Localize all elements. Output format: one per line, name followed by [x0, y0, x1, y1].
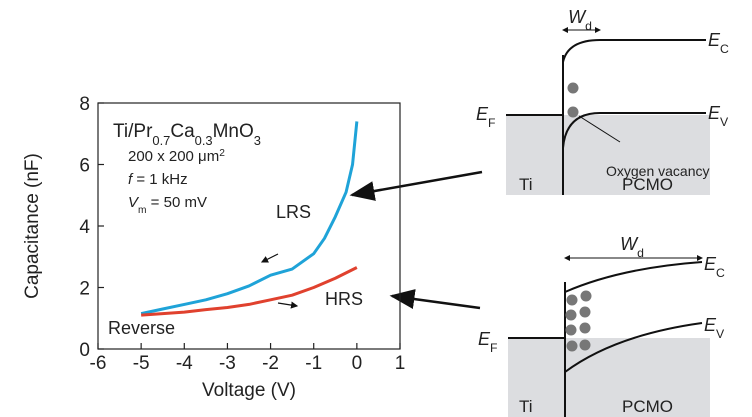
x-tick-label: 1	[395, 353, 406, 374]
series-label: LRS	[276, 202, 311, 222]
text-part: d	[585, 19, 592, 33]
x-tick-label: -4	[176, 353, 193, 374]
text-part: V	[716, 327, 725, 341]
text-part: Ti/Pr	[113, 121, 153, 142]
sweep-arrow	[278, 303, 297, 306]
figure: -6 -5 -4 -3 -2 -1 0 1 0 2 4 6 8 Voltage (V) Capacitanc…	[0, 0, 752, 417]
x-tick-label: 0	[352, 353, 363, 374]
text-part: Ti	[519, 397, 533, 416]
text-part: C	[716, 266, 725, 280]
x-tick-label: -6	[90, 353, 107, 374]
band-label: EV	[708, 103, 729, 129]
y-tick-label: 2	[79, 279, 90, 300]
text-part: Ti	[519, 175, 533, 194]
text-part: PCMO	[622, 175, 673, 194]
x-tick-label: -5	[133, 353, 150, 374]
band-label: EC	[708, 30, 729, 56]
text-part: 0.3	[195, 133, 213, 148]
x-tick-label: -3	[219, 353, 236, 374]
text-part: = 50 mV	[147, 194, 207, 211]
band-diagram-bottom	[508, 258, 710, 417]
y-axis-label: Capacitance (nF)	[22, 153, 43, 299]
pointer-arrow	[392, 296, 480, 308]
annotation: 200 x 200 μm2	[128, 148, 225, 166]
band-label: Wd	[620, 234, 644, 260]
annotation: Reverse	[108, 318, 175, 338]
band-label: PCMO	[622, 397, 673, 416]
band-label: EF	[476, 104, 496, 130]
annotation: Vm = 50 mV	[128, 194, 207, 216]
text-part: Ca	[170, 121, 195, 142]
y-tick-label: 8	[79, 94, 90, 115]
text-part: m	[138, 205, 147, 216]
text-part: 2	[219, 148, 225, 159]
band-label: Wd	[568, 7, 592, 33]
text-part: C	[720, 42, 729, 56]
text-part: = 1 kHz	[132, 171, 187, 188]
series-label: HRS	[325, 289, 363, 309]
sweep-arrow	[262, 254, 278, 262]
text-part: 0.7	[152, 133, 170, 148]
band-label: EV	[704, 315, 725, 341]
x-tick-label: -1	[305, 353, 322, 374]
band-label: EC	[704, 254, 725, 280]
x-axis-label: Voltage (V)	[202, 380, 296, 401]
y-tick-label: 6	[79, 156, 90, 177]
text-part: F	[490, 341, 497, 355]
band-label: PCMO	[622, 175, 673, 194]
x-tick-label: -2	[262, 353, 279, 374]
band-label: Ti	[519, 175, 533, 194]
text-part: d	[637, 246, 644, 260]
text-part: PCMO	[622, 397, 673, 416]
text-part: Reverse	[108, 318, 175, 338]
text-part: 3	[254, 133, 261, 148]
text-part: MnO	[213, 121, 254, 142]
text-part: F	[488, 116, 495, 130]
pointer-arrow	[352, 172, 482, 195]
y-tick-label: 4	[79, 217, 90, 238]
annotation: Ti/Pr0.7Ca0.3MnO3	[113, 121, 261, 148]
y-tick-label: 0	[79, 340, 90, 361]
band-label: Ti	[519, 397, 533, 416]
text-part: V	[720, 115, 729, 129]
annotation: f = 1 kHz	[128, 171, 188, 188]
text-part: 200 x 200 μm	[128, 148, 219, 165]
band-label: EF	[478, 329, 498, 355]
